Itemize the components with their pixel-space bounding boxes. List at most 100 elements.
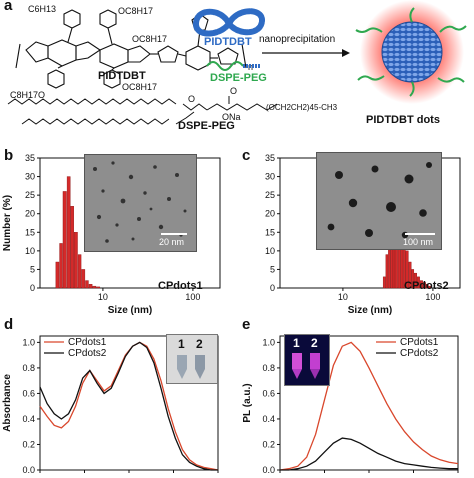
y-axis-label: Number (%) bbox=[2, 195, 13, 251]
y-tick-label: 0.6 bbox=[262, 388, 275, 398]
dspe-peg-chain-icon bbox=[206, 61, 261, 71]
vial-photo-d: 1 2 bbox=[166, 334, 218, 384]
y-tick-label: 25 bbox=[265, 190, 275, 200]
histogram-bar bbox=[55, 261, 60, 289]
histogram-bar bbox=[81, 269, 86, 289]
scalebar-label-cpdots2: 100 nm bbox=[403, 237, 434, 247]
phosphate-na: ONa bbox=[222, 112, 241, 122]
substituent-mid: OC8H17 bbox=[132, 34, 167, 44]
series-line-cpdots2 bbox=[39, 341, 218, 471]
y-axis-label: PL (a.u.) bbox=[242, 383, 253, 422]
pidtdbt-dot-illustration bbox=[355, 0, 467, 104]
x-axis-label: Size (nm) bbox=[348, 305, 392, 316]
legend-label: CPdots1 bbox=[68, 337, 107, 348]
y-tick-label: 20 bbox=[265, 209, 275, 219]
vial-label-1-e: 1 bbox=[293, 336, 300, 350]
series-line-cpdots2 bbox=[280, 437, 458, 471]
chart-d: 0.0 0.2 0.4 0.6 0.8 1.0 Absorbance CPdots1CPdot… bbox=[2, 335, 219, 475]
x-tick-label: 100 bbox=[425, 292, 440, 302]
histogram-bar bbox=[77, 254, 82, 289]
histogram-bar bbox=[62, 191, 67, 289]
y-tick-label: 0.0 bbox=[262, 465, 275, 475]
y-tick-label: 0.4 bbox=[262, 414, 275, 424]
histogram-bar bbox=[88, 284, 93, 289]
histogram-bar bbox=[425, 284, 429, 289]
chart-e: 0.0 0.2 0.4 0.6 0.8 1.0 PL (a.u.) CPdots1CPdots… bbox=[242, 335, 459, 475]
y-tick-label: 15 bbox=[25, 227, 35, 237]
histogram-bar bbox=[70, 206, 74, 289]
vial-photo-e: 1 2 bbox=[284, 334, 330, 386]
y-tick-label: 0.2 bbox=[22, 439, 35, 449]
y-tick-label: 1.0 bbox=[22, 337, 35, 347]
legend-cpdots2-c: CPdots2 bbox=[404, 280, 449, 292]
pidtdbt-chain-label: PIDTDBT bbox=[204, 36, 252, 48]
panel-a-letter: a bbox=[4, 0, 13, 14]
lipid-tail-lower bbox=[21, 118, 170, 125]
panel-c-letter: c bbox=[242, 147, 251, 164]
scalebar-label-cpdots1: 20 nm bbox=[159, 237, 185, 247]
histogram-bar bbox=[74, 232, 78, 289]
substituent-bottom-left: C8H17O bbox=[10, 90, 45, 100]
pidtdbt-chain-icon bbox=[192, 8, 266, 37]
y-tick-label: 0.8 bbox=[262, 363, 275, 373]
legend-label: CPdots2 bbox=[400, 348, 439, 359]
y-tick-label: 30 bbox=[25, 172, 35, 182]
dspe-peg-label: DSPE-PEG bbox=[178, 120, 235, 132]
y-tick-label: 0.4 bbox=[22, 414, 35, 424]
y-tick-label: 0 bbox=[270, 283, 275, 293]
histogram-bar bbox=[92, 285, 97, 289]
y-tick-label: 35 bbox=[265, 153, 275, 163]
y-tick-label: 25 bbox=[25, 190, 35, 200]
substituent-top-right: OC8H17 bbox=[118, 6, 153, 16]
panel-e-letter: e bbox=[242, 316, 251, 333]
y-tick-label: 5 bbox=[30, 264, 35, 274]
histogram-bar bbox=[96, 286, 101, 289]
process-arrow bbox=[262, 49, 350, 57]
panel-d-letter: d bbox=[4, 316, 14, 333]
histogram-bar bbox=[385, 254, 389, 289]
y-tick-label: 15 bbox=[265, 227, 275, 237]
legend-label: CPdots1 bbox=[400, 337, 439, 348]
y-tick-label: 0.6 bbox=[22, 388, 35, 398]
histogram-bar bbox=[422, 282, 426, 289]
dspe-peg-structure: O O ONa (OCH2CH2)45-CH3 bbox=[7, 86, 338, 125]
y-tick-label: 0.2 bbox=[262, 439, 275, 449]
histogram-bar bbox=[411, 269, 415, 289]
histogram-bar bbox=[405, 250, 409, 289]
svg-text:O: O bbox=[188, 94, 195, 104]
pidtdbt-structure: C6H13 OC8H17 OC8H17 C8H17O OC8H17 n bbox=[10, 4, 253, 100]
y-axis-label: Absorbance bbox=[2, 374, 13, 432]
x-tick-label: 10 bbox=[98, 292, 108, 302]
histogram-bar bbox=[417, 276, 420, 289]
tem-image-cpdots2: 100 nm bbox=[316, 152, 442, 250]
histogram-bar bbox=[428, 285, 432, 289]
y-tick-label: 0 bbox=[30, 283, 35, 293]
histogram-bar bbox=[66, 176, 71, 289]
vial-label-1-d: 1 bbox=[178, 337, 185, 351]
y-tick-label: 20 bbox=[25, 209, 35, 219]
y-tick-label: 1.0 bbox=[262, 337, 275, 347]
y-tick-label: 10 bbox=[25, 246, 35, 256]
histogram-bar bbox=[414, 272, 417, 289]
scalebar-cpdots2 bbox=[405, 233, 435, 235]
panel-b-letter: b bbox=[4, 147, 14, 164]
lipid-tail-upper bbox=[7, 98, 177, 105]
legend-cpdots1-b: CPdots1 bbox=[158, 280, 203, 292]
pidtdbt-dots-label: PIDTDBT dots bbox=[366, 114, 440, 126]
y-tick-label: 5 bbox=[270, 264, 275, 274]
svg-text:O: O bbox=[230, 86, 237, 96]
histogram-bar bbox=[419, 280, 423, 289]
x-tick-label: 100 bbox=[185, 292, 200, 302]
x-axis-label: Size (nm) bbox=[108, 305, 152, 316]
y-tick-label: 0.0 bbox=[22, 465, 35, 475]
legend-label: CPdots2 bbox=[68, 348, 107, 359]
nanoprecipitation-label: nanoprecipitation bbox=[259, 34, 336, 45]
histogram-bar bbox=[408, 261, 412, 289]
substituent-bottom-right: OC8H17 bbox=[122, 82, 157, 92]
vial-label-2-d: 2 bbox=[196, 337, 203, 351]
histogram-bar bbox=[59, 243, 63, 289]
y-tick-label: 10 bbox=[265, 246, 275, 256]
peg-tail: (OCH2CH2)45-CH3 bbox=[266, 103, 338, 112]
x-tick-label: 10 bbox=[338, 292, 348, 302]
histogram-bar bbox=[382, 276, 386, 289]
